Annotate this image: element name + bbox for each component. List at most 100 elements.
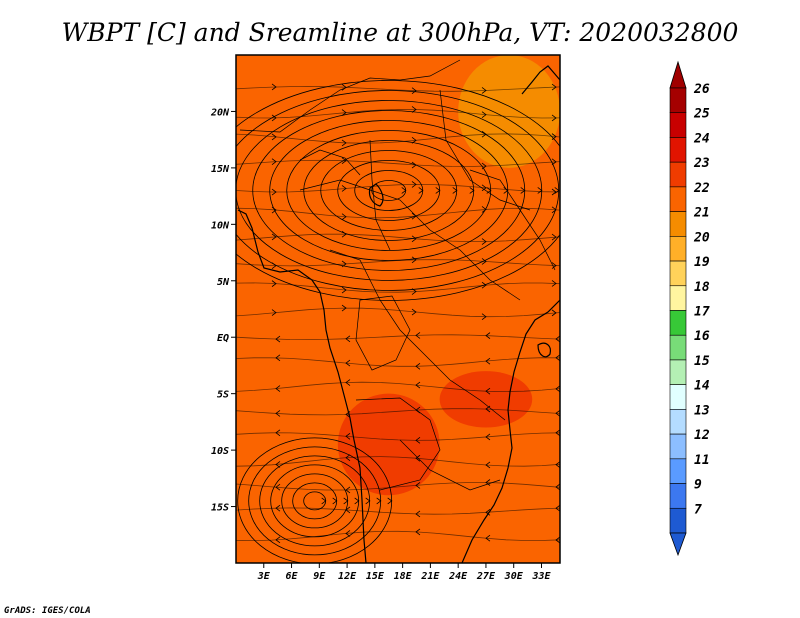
streamline-arrow bbox=[271, 309, 277, 316]
colorbar-swatch bbox=[669, 334, 687, 361]
streamline-arrow bbox=[485, 357, 491, 365]
colorbar-swatch bbox=[669, 211, 687, 237]
colorbar-swatch bbox=[669, 483, 687, 509]
streamline-arrow bbox=[354, 497, 360, 505]
streamline-arrow bbox=[503, 187, 509, 194]
streamline-arrow bbox=[332, 497, 338, 505]
colorbar-swatch bbox=[669, 285, 687, 311]
streamline-arrow bbox=[341, 286, 347, 294]
country-border bbox=[329, 249, 506, 421]
streamline bbox=[236, 307, 560, 318]
colorbar-swatch bbox=[669, 161, 687, 188]
streamline-arrow bbox=[411, 137, 417, 144]
colorbar-label: 24 bbox=[693, 131, 710, 146]
streamline-arrow bbox=[341, 109, 347, 116]
streamline bbox=[236, 507, 560, 515]
grads-credit: GrADS: IGES/COLA bbox=[4, 606, 91, 616]
streamline-arrow bbox=[411, 256, 417, 264]
streamline bbox=[236, 432, 560, 441]
colorbar-label: 17 bbox=[694, 305, 710, 320]
streamline-arrow bbox=[411, 212, 417, 220]
streamline-arrow bbox=[555, 504, 560, 512]
streamline-arrow bbox=[481, 87, 487, 94]
streamline-arrow bbox=[341, 213, 347, 221]
streamline-arrow bbox=[469, 187, 475, 194]
streamline-arrow bbox=[555, 335, 560, 343]
streamline-arrow bbox=[341, 230, 347, 238]
colorbar-label: 19 bbox=[694, 255, 710, 270]
y-tick-label: 15S bbox=[211, 503, 229, 514]
streamline-arrow bbox=[271, 280, 277, 287]
streamline-arrow bbox=[485, 387, 491, 395]
colorbar-label: 7 bbox=[694, 502, 702, 517]
streamline-arrow bbox=[275, 354, 281, 362]
field-region bbox=[458, 55, 560, 168]
streamline-arrow bbox=[341, 304, 347, 312]
streamline-arrow bbox=[275, 385, 281, 392]
streamline-arrow bbox=[481, 206, 487, 213]
streamline-arrow bbox=[485, 461, 491, 469]
streamline-arrow bbox=[271, 83, 277, 91]
streamline bbox=[236, 381, 560, 393]
streamline-arrow bbox=[551, 206, 557, 214]
streamline bbox=[236, 159, 560, 167]
streamline-arrow bbox=[415, 482, 421, 489]
streamline-arrow bbox=[341, 84, 347, 91]
streamline-arrow bbox=[275, 483, 281, 491]
streamline-arrow bbox=[555, 461, 560, 468]
streamline-arrow bbox=[275, 504, 281, 512]
streamline bbox=[236, 357, 560, 367]
colorbar-upper-arrow bbox=[669, 60, 687, 89]
streamline-arrow bbox=[345, 379, 351, 386]
x-tick-label: 30E bbox=[504, 571, 524, 582]
streamline bbox=[236, 482, 560, 491]
colorbar-label: 13 bbox=[694, 403, 710, 418]
country-border bbox=[355, 295, 411, 371]
country-border bbox=[369, 139, 391, 251]
streamline-arrow bbox=[415, 362, 421, 370]
streamline-arrow bbox=[555, 385, 560, 393]
x-axis: 3E 6E 9E 12E 15E 18E 21E 24E 27E 30E 33E bbox=[257, 563, 551, 582]
streamline-arrow bbox=[481, 111, 487, 118]
streamline-arrow bbox=[345, 530, 351, 537]
colorbar-label: 21 bbox=[693, 206, 710, 221]
streamline-arrow bbox=[551, 233, 557, 241]
colorbar-label: 11 bbox=[694, 453, 710, 468]
streamline-arrow bbox=[485, 405, 491, 413]
y-tick-label: 10N bbox=[211, 220, 230, 231]
streamline bbox=[236, 80, 560, 301]
streamline-arrow bbox=[485, 509, 491, 516]
lake bbox=[368, 183, 384, 207]
streamline-arrow bbox=[343, 497, 349, 505]
streamline-arrow bbox=[485, 433, 491, 441]
streamline-arrow bbox=[411, 106, 417, 113]
country-border bbox=[239, 59, 461, 133]
streamline-arrow bbox=[551, 133, 557, 140]
y-axis: 20N 15N 10N 5N EQ 5S 10S 15S bbox=[210, 107, 236, 514]
streamline-arrow bbox=[485, 332, 491, 339]
y-tick-label: EQ bbox=[217, 333, 229, 344]
streamline bbox=[236, 456, 560, 467]
colorbar: 26 25 24 23 22 21 20 19 18 17 16 15 14 13 12 11 9 7 bbox=[669, 60, 710, 557]
streamline-arrow bbox=[345, 432, 351, 440]
x-tick-label: 15E bbox=[366, 571, 385, 582]
streamline-arrow bbox=[481, 130, 487, 138]
streamline-arrow bbox=[365, 497, 371, 505]
island bbox=[537, 342, 551, 358]
streamline bbox=[236, 334, 560, 341]
streamline bbox=[236, 108, 560, 119]
streamline-arrow bbox=[271, 262, 277, 269]
streamline-arrow bbox=[452, 187, 458, 194]
streamline-arrow bbox=[345, 411, 351, 418]
colorbar-label: 12 bbox=[694, 428, 710, 443]
streamline bbox=[236, 530, 560, 542]
x-tick-label: 33E bbox=[531, 571, 551, 582]
colorbar-label: 15 bbox=[694, 354, 710, 369]
colorbar-swatch bbox=[669, 236, 687, 262]
streamline-arrow bbox=[271, 188, 277, 196]
streamline-arrow bbox=[345, 359, 351, 367]
streamline-arrow bbox=[271, 206, 277, 214]
plot-frame bbox=[235, 54, 561, 564]
colorbar-label: 22 bbox=[693, 181, 710, 196]
